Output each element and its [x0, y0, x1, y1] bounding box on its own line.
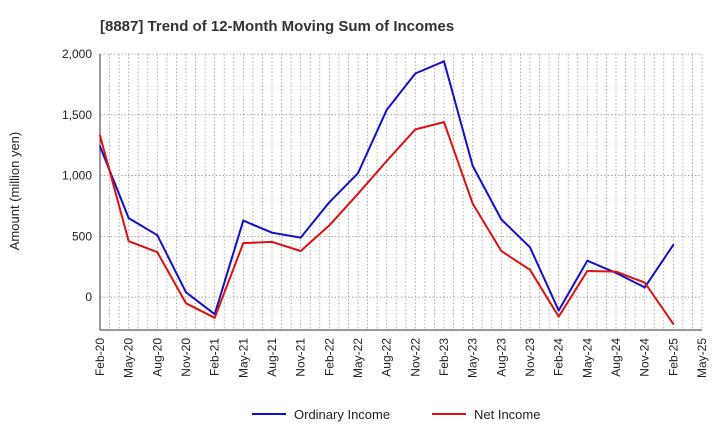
chart-title: [8887] Trend of 12-Month Moving Sum of I…	[100, 18, 454, 35]
net-income-point	[643, 281, 646, 284]
ordinary-income-point	[586, 259, 589, 262]
ordinary-income-point	[328, 201, 331, 204]
plot-area	[100, 54, 702, 330]
legend-label-net-income: Net Income	[474, 407, 540, 422]
net-income-point	[328, 224, 331, 227]
ordinary-income-point	[127, 217, 130, 220]
net-income-point	[357, 192, 359, 195]
x-tick-label: Nov-21	[294, 338, 308, 377]
x-tick-label: May-20	[122, 338, 136, 378]
y-tick-label: 1,500	[62, 108, 92, 122]
x-tick-label: May-22	[351, 338, 365, 378]
net-income-point	[615, 270, 617, 273]
net-income-point	[299, 249, 302, 252]
ordinary-income-point	[443, 60, 445, 63]
x-tick-label: Feb-25	[666, 338, 680, 376]
net-income-point	[271, 240, 273, 243]
ordinary-income-point	[185, 291, 187, 294]
net-income-point	[471, 202, 474, 205]
x-tick-label: Aug-24	[609, 338, 623, 377]
ordinary-income-point	[529, 246, 531, 249]
net-income-point	[213, 316, 216, 319]
axes: 0 500 1,000 1,500 2,000 Feb-20 May-20 Aug-20 Nov…	[62, 47, 709, 378]
net-income-point	[443, 121, 445, 124]
net-income-point	[529, 268, 531, 271]
ordinary-income-point	[357, 172, 359, 175]
y-axis-label: Amount (million yen)	[7, 132, 22, 251]
net-income-point	[500, 249, 503, 252]
net-income-point	[557, 315, 560, 318]
ordinary-income-point	[242, 219, 245, 222]
net-income-point	[185, 302, 187, 305]
y-tick-label: 0	[85, 290, 92, 304]
x-tick-label: Feb-23	[437, 338, 451, 376]
net-income-point	[414, 128, 417, 131]
y-tick-label: 2,000	[62, 47, 92, 61]
x-tick-label: Aug-21	[265, 338, 279, 377]
x-tick-label: Aug-23	[494, 338, 508, 377]
ordinary-income-point	[500, 218, 503, 221]
x-tick-label: Nov-22	[408, 338, 422, 377]
x-tick-label: Feb-24	[552, 338, 566, 376]
x-tick-label: Nov-23	[523, 338, 537, 377]
x-tick-label: Feb-22	[322, 338, 336, 376]
x-tick-label: May-21	[236, 338, 250, 378]
ordinary-income-point	[385, 108, 388, 111]
x-tick-label: Feb-20	[93, 338, 107, 376]
series-layer	[99, 60, 675, 325]
x-tick-label: Aug-22	[380, 338, 394, 377]
y-tick-label: 500	[72, 229, 92, 243]
x-tick-label: May-24	[580, 338, 594, 378]
net-income-point	[127, 240, 130, 243]
grid	[99, 53, 703, 330]
legend-label-ordinary-income: Ordinary Income	[294, 407, 390, 422]
ordinary-income-point	[271, 231, 273, 234]
x-tick-label: Aug-20	[150, 338, 164, 377]
x-tick-label: Nov-20	[179, 338, 193, 377]
ordinary-income-point	[643, 286, 646, 289]
net-income-point	[672, 322, 675, 325]
legend: Ordinary Income Net Income	[252, 407, 540, 422]
x-tick-label: May-25	[695, 338, 709, 378]
ordinary-income-point	[672, 243, 675, 246]
ordinary-income-point	[99, 145, 101, 148]
x-tick-label: May-23	[466, 338, 480, 378]
net-income-point	[242, 242, 245, 245]
net-income-point	[99, 134, 101, 137]
ordinary-income-point	[471, 164, 474, 167]
x-tick-label: Nov-24	[638, 338, 652, 377]
ordinary-income-point	[299, 236, 302, 239]
ordinary-income-point	[156, 234, 159, 237]
ordinary-income-point	[414, 72, 417, 75]
ordinary-income-point	[557, 309, 560, 312]
net-income-point	[586, 270, 589, 273]
y-tick-label: 1,000	[62, 169, 92, 183]
x-tick-label: Feb-21	[208, 338, 222, 376]
net-income-point	[156, 251, 159, 254]
net-income-point	[385, 159, 388, 162]
